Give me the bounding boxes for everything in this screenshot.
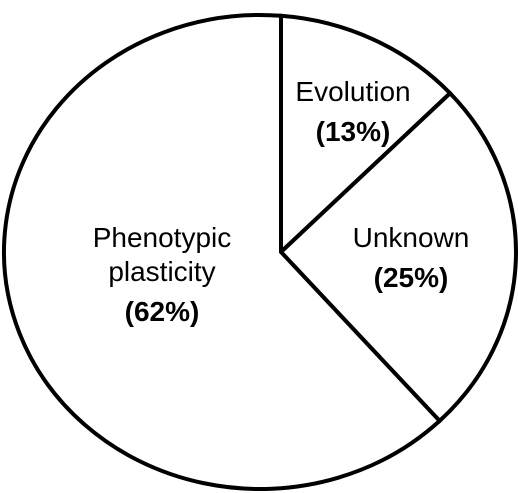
slice-label: Evolution (13%) (278, 75, 428, 149)
slice-label: Phenotypic plasticity (62%) (72, 221, 252, 329)
category-name: Evolution (295, 76, 411, 107)
pie-slice (278, 90, 518, 424)
slice-label: Unknown (25%) (336, 221, 486, 295)
category-name: Phenotypic plasticity (92, 222, 232, 287)
value-label: (62%) (124, 296, 200, 327)
value-label: (13%) (315, 116, 391, 147)
category-name: Unknown (352, 222, 470, 253)
pie-slice (279, 13, 453, 257)
value-label: (25%) (373, 262, 449, 293)
pie-slice (2, 13, 443, 491)
